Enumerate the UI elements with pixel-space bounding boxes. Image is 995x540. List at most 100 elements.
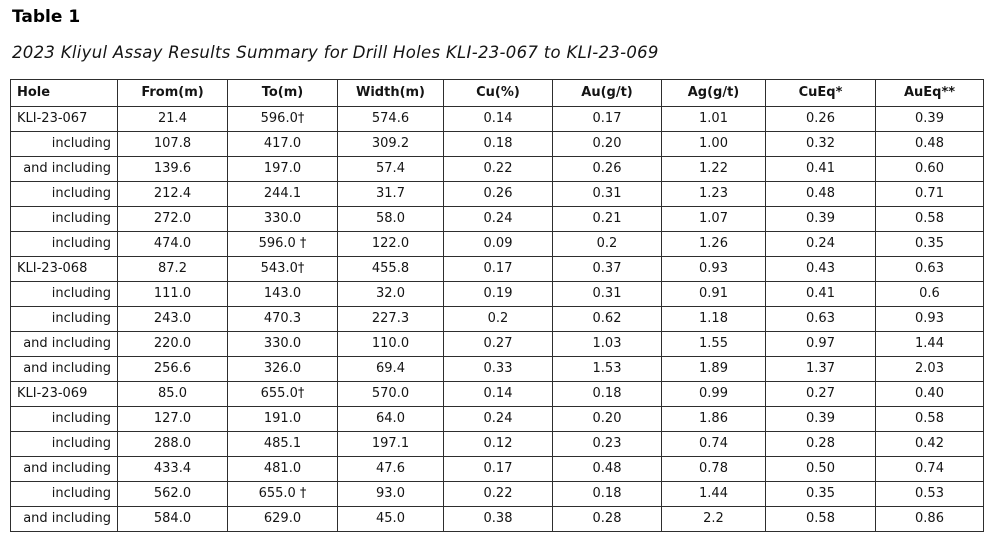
value-cell: 0.93 (875, 306, 984, 332)
value-cell: 1.18 (661, 306, 766, 332)
hole-label-cell: including (10, 206, 118, 232)
hole-label-cell: and including (10, 331, 118, 357)
value-cell: 143.0 (227, 281, 338, 307)
hole-label-cell: including (10, 406, 118, 432)
value-cell: 0.18 (443, 131, 553, 157)
value-cell: 197.0 (227, 156, 338, 182)
table-caption: 2023 Kliyul Assay Results Summary for Dr… (12, 43, 659, 62)
table-row-hole: KLI-23-068 87.2 543.0† 455.8 0.17 0.37 0.93 0.4… (10, 256, 984, 282)
value-cell: 87.2 (117, 256, 228, 282)
value-cell: 417.0 (227, 131, 338, 157)
value-cell: 0.12 (443, 431, 553, 457)
value-cell: 0.74 (661, 431, 766, 457)
value-cell: 0.14 (443, 381, 553, 407)
column-header-from-m: From(m) (117, 79, 228, 107)
value-cell: 0.50 (765, 456, 876, 482)
value-cell: 244.1 (227, 181, 338, 207)
value-cell: 0.33 (443, 356, 553, 382)
value-cell: 0.35 (765, 481, 876, 507)
table-row-hole: KLI-23-067 21.4 596.0† 574.6 0.14 0.17 1.01 0.2… (10, 106, 984, 132)
table-row-including: including 288.0 485.1 197.1 0.12 0.23 0.74 0.28… (10, 431, 984, 457)
value-cell: 85.0 (117, 381, 228, 407)
value-cell: 0.18 (552, 381, 662, 407)
value-cell: 212.4 (117, 181, 228, 207)
table-body: KLI-23-067 21.4 596.0† 574.6 0.14 0.17 1.01 0.2… (10, 106, 984, 532)
value-cell: 0.93 (661, 256, 766, 282)
value-cell: 0.18 (552, 481, 662, 507)
value-cell: 0.6 (875, 281, 984, 307)
value-cell: 0.48 (765, 181, 876, 207)
value-cell: 0.41 (765, 281, 876, 307)
hole-label-cell: including (10, 131, 118, 157)
value-cell: 0.31 (552, 281, 662, 307)
value-cell: 0.28 (552, 506, 662, 532)
value-cell: 0.31 (552, 181, 662, 207)
value-cell: 0.22 (443, 481, 553, 507)
value-cell: 32.0 (337, 281, 444, 307)
value-cell: 0.78 (661, 456, 766, 482)
table-row-including: and including 139.6 197.0 57.4 0.22 0.26 1.22 0… (10, 156, 984, 182)
value-cell: 485.1 (227, 431, 338, 457)
value-cell: 0.2 (552, 231, 662, 257)
column-header-cueq: CuEq* (765, 79, 876, 107)
value-cell: 0.48 (875, 131, 984, 157)
assay-results-table: Hole From(m) To(m) Width(m) Cu(%) Au(g/t) Ag(g… (10, 79, 984, 532)
value-cell: 0.38 (443, 506, 553, 532)
value-cell: 0.27 (443, 331, 553, 357)
table-row-including: including 272.0 330.0 58.0 0.24 0.21 1.07 0.39 0… (10, 206, 984, 232)
value-cell: 122.0 (337, 231, 444, 257)
value-cell: 57.4 (337, 156, 444, 182)
value-cell: 0.17 (552, 106, 662, 132)
value-cell: 0.74 (875, 456, 984, 482)
value-cell: 1.23 (661, 181, 766, 207)
value-cell: 220.0 (117, 331, 228, 357)
value-cell: 0.39 (765, 206, 876, 232)
value-cell: 127.0 (117, 406, 228, 432)
hole-label-cell: KLI-23-068 (10, 256, 118, 282)
value-cell: 93.0 (337, 481, 444, 507)
hole-label-cell: including (10, 231, 118, 257)
value-cell: 0.58 (765, 506, 876, 532)
value-cell: 655.0† (227, 381, 338, 407)
page-title: Table 1 (12, 7, 81, 27)
value-cell: 69.4 (337, 356, 444, 382)
value-cell: 0.32 (765, 131, 876, 157)
table-row-including: including 562.0 655.0 † 93.0 0.22 0.18 1.44 0.3… (10, 481, 984, 507)
value-cell: 0.63 (875, 256, 984, 282)
table-row-hole: KLI-23-069 85.0 655.0† 570.0 0.14 0.18 0.99 0.2… (10, 381, 984, 407)
table-row-including: and including 433.4 481.0 47.6 0.17 0.48 0.78 0… (10, 456, 984, 482)
column-header-ag-g-t: Ag(g/t) (661, 79, 766, 107)
value-cell: 433.4 (117, 456, 228, 482)
value-cell: 0.71 (875, 181, 984, 207)
value-cell: 326.0 (227, 356, 338, 382)
value-cell: 227.3 (337, 306, 444, 332)
value-cell: 0.26 (765, 106, 876, 132)
value-cell: 256.6 (117, 356, 228, 382)
value-cell: 1.55 (661, 331, 766, 357)
value-cell: 1.89 (661, 356, 766, 382)
value-cell: 455.8 (337, 256, 444, 282)
hole-label-cell: including (10, 306, 118, 332)
value-cell: 0.24 (765, 231, 876, 257)
value-cell: 1.37 (765, 356, 876, 382)
value-cell: 0.14 (443, 106, 553, 132)
column-header-width-m: Width(m) (337, 79, 444, 107)
value-cell: 64.0 (337, 406, 444, 432)
value-cell: 0.48 (552, 456, 662, 482)
value-cell: 309.2 (337, 131, 444, 157)
value-cell: 0.24 (443, 206, 553, 232)
value-cell: 596.0† (227, 106, 338, 132)
value-cell: 0.39 (875, 106, 984, 132)
value-cell: 288.0 (117, 431, 228, 457)
table-row-including: including 107.8 417.0 309.2 0.18 0.20 1.00 0.32… (10, 131, 984, 157)
column-header-to-m: To(m) (227, 79, 338, 107)
value-cell: 474.0 (117, 231, 228, 257)
value-cell: 481.0 (227, 456, 338, 482)
value-cell: 0.58 (875, 406, 984, 432)
value-cell: 2.2 (661, 506, 766, 532)
value-cell: 111.0 (117, 281, 228, 307)
hole-label-cell: including (10, 181, 118, 207)
value-cell: 0.17 (443, 456, 553, 482)
value-cell: 570.0 (337, 381, 444, 407)
